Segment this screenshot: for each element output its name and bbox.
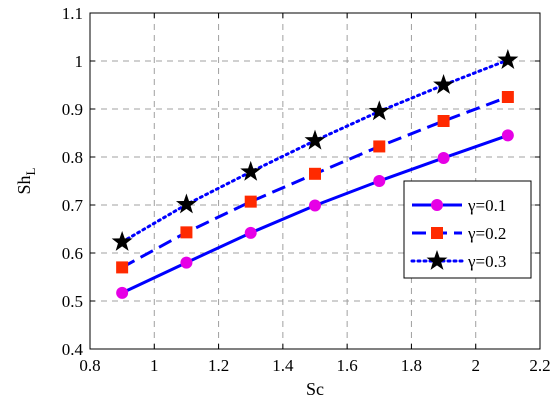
series-1	[116, 129, 514, 299]
data-point	[373, 175, 386, 187]
y-tick-label: 0.8	[62, 148, 83, 167]
legend-marker	[426, 250, 448, 270]
data-point	[497, 49, 519, 69]
y-axis-label-main: Sh	[14, 175, 34, 194]
y-tick-label: 0.6	[62, 244, 83, 263]
x-tick-label: 0.8	[79, 356, 100, 375]
x-tick-label: 1.4	[272, 356, 294, 375]
x-axis-label: Sc	[306, 379, 324, 399]
y-tick-label: 1	[75, 52, 84, 71]
ticks: 0.8 1 1.2 1.4 1.6 1.8 2 2.2 0.4 0.5 0.6 0.7 0.8 0.9 1 1…	[62, 4, 550, 375]
data-point	[309, 199, 321, 212]
data-point	[240, 160, 262, 181]
data-point	[175, 193, 197, 214]
x-tick-label: 1.6	[337, 356, 358, 375]
data-point	[180, 256, 193, 269]
data-point	[309, 167, 321, 180]
data-point	[368, 100, 390, 121]
data-point	[501, 129, 514, 142]
x-tick-label: 1.2	[208, 356, 229, 375]
x-tick-label: 2	[471, 356, 480, 375]
data-point	[244, 195, 257, 208]
data-point	[373, 140, 386, 153]
y-axis-label: ShL	[14, 167, 38, 194]
legend-marker	[431, 199, 443, 211]
y-tick-label: 1.1	[62, 4, 83, 23]
data-point	[180, 226, 193, 239]
legend: γ=0.1 γ=0.2 γ=0.3	[403, 180, 532, 279]
x-tick-label: 1	[150, 356, 159, 375]
data-point	[116, 261, 129, 274]
y-tick-label: 0.7	[62, 196, 84, 215]
legend-label: γ=0.1	[467, 196, 506, 215]
legend-label: γ=0.2	[467, 224, 506, 243]
data-point	[304, 129, 326, 150]
plot-frame	[89, 12, 541, 350]
data-point	[433, 74, 455, 94]
x-tick-label: 2.2	[529, 356, 550, 375]
y-tick-label: 0.4	[62, 340, 84, 359]
data-point	[437, 151, 450, 164]
data-point	[244, 226, 257, 239]
series-2	[116, 91, 514, 274]
data-point	[437, 115, 450, 127]
y-axis-label-subscript: L	[23, 167, 38, 175]
x-tick-label: 1.8	[401, 356, 422, 375]
series-layer	[111, 49, 519, 299]
legend-label: γ=0.3	[467, 252, 506, 271]
y-tick-label: 0.5	[62, 292, 83, 311]
data-point	[111, 230, 133, 251]
y-tick-label: 0.9	[62, 100, 83, 119]
data-point	[116, 286, 129, 299]
data-point	[501, 91, 514, 103]
series-3	[111, 49, 519, 251]
legend-marker	[431, 227, 443, 239]
